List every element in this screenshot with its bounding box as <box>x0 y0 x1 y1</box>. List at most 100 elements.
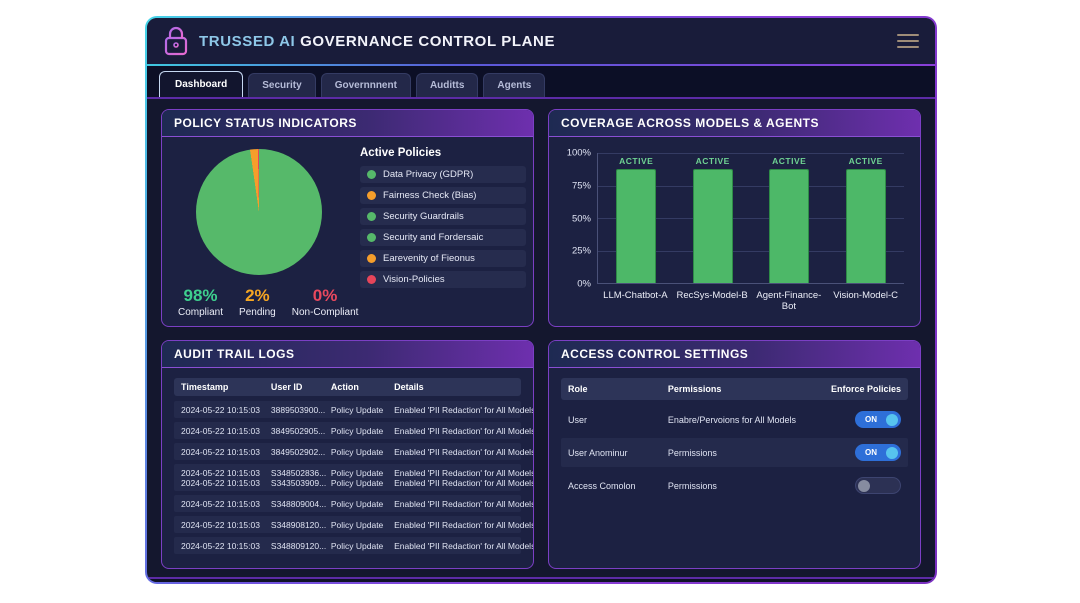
x-label: Vision-Model-C <box>833 290 898 301</box>
col-enforce-policies: Enforce Policies <box>830 384 901 394</box>
compliance-stats: 98% Compliant 2% Pending 0% Non-Complian… <box>178 286 358 318</box>
app-header: TRUSSED AI GOVERNANCE CONTROL PLANE <box>147 18 935 64</box>
toggle-0[interactable]: ON <box>854 411 901 428</box>
y-tick: 25% <box>571 245 591 257</box>
y-tick: 0% <box>577 278 591 290</box>
tab-agents[interactable]: Agents <box>483 73 546 97</box>
bar-status-label: ACTIVE <box>619 155 654 166</box>
bar-llm-chatbot-a: ACTIVE <box>606 153 666 283</box>
legend-title: Active Policies <box>360 147 442 159</box>
policy-legend: Active Policies Data Privacy (GDPR) Fair… <box>360 147 526 292</box>
legend-label: Data Privacy (GDPR) <box>383 169 474 180</box>
tab-security[interactable]: Security <box>248 73 316 97</box>
toggle-knob <box>885 413 898 426</box>
legend-label: Vision-Policies <box>383 274 445 285</box>
tab-audits[interactable]: Auditts <box>415 73 479 97</box>
y-tick: 100% <box>566 147 591 159</box>
toggle-knob <box>885 446 898 459</box>
bar-status-label: ACTIVE <box>772 155 807 166</box>
lock-icon <box>164 26 188 56</box>
stat-compliant: 98% Compliant <box>178 286 223 318</box>
legend-dot <box>367 170 376 179</box>
stat-label: Non-Compliant <box>291 307 359 318</box>
col-user-id: User ID <box>270 382 303 392</box>
stat-value: 0% <box>312 286 338 305</box>
brand-secondary: GOVERNANCE CONTROL PLANE <box>300 32 556 50</box>
x-label: Agent-Finance-Bot <box>756 290 822 312</box>
access-table-header: Role Permissions Enforce Policies <box>561 378 908 400</box>
legend-dot <box>367 191 376 200</box>
access-row-user: User Enabre/Pervoions for All Models ON <box>561 405 908 434</box>
panel-access-control: ACCESS CONTROL SETTINGS Role Permissions… <box>548 340 921 569</box>
legend-item: Security Guardrails <box>360 208 526 225</box>
table-row: 2024-05-22 10:15:03 3849502902... Policy… <box>174 443 533 460</box>
tab-government[interactable]: Governnnent <box>320 73 411 97</box>
y-tick: 75% <box>571 180 591 192</box>
table-row: 2024-05-22 10:15:03 S348809120... Policy… <box>174 537 533 554</box>
bar-fill <box>692 168 733 283</box>
table-row: 2024-05-22 10:15:03 S348908120... Policy… <box>174 516 533 533</box>
policy-pie-chart <box>196 149 322 275</box>
legend-dot <box>367 275 376 284</box>
stat-label: Compliant <box>178 307 224 318</box>
legend-label: Security and Fordersaic <box>383 232 484 243</box>
legend-dot <box>367 254 376 263</box>
col-role: Role <box>568 384 588 394</box>
legend-item: Fairness Check (Bias) <box>360 187 526 204</box>
access-row-access-comolon: Access Comolon Permissions ON <box>561 471 908 500</box>
bar-vision-model-c: ACTIVE <box>836 153 896 283</box>
bar-recsys-model-b: ACTIVE <box>683 153 743 283</box>
menu-icon[interactable] <box>897 30 919 52</box>
dashboard-content: POLICY STATUS INDICATORS Active Policies… <box>147 99 935 577</box>
tab-dashboard[interactable]: Dashboard <box>159 71 244 97</box>
audit-table: Timestamp User ID Action Details 2024-05… <box>162 368 533 568</box>
toggle-1[interactable]: ON <box>854 444 901 461</box>
access-table: Role Permissions Enforce Policies User E… <box>549 368 920 568</box>
bar-fill <box>616 168 657 283</box>
panel-coverage: COVERAGE ACROSS MODELS & AGENTS 100% 75%… <box>548 109 921 327</box>
bar-status-label: ACTIVE <box>848 155 883 166</box>
panel-access-title: ACCESS CONTROL SETTINGS <box>549 341 920 368</box>
bar-agent-finance-bot: ACTIVE <box>759 153 819 283</box>
panel-coverage-title: COVERAGE ACROSS MODELS & AGENTS <box>549 110 920 137</box>
table-row: 2024-05-22 10:15:03 S348809004... Policy… <box>174 495 533 512</box>
bar-status-label: ACTIVE <box>695 155 730 166</box>
stat-value: 98% <box>183 286 218 305</box>
table-row-double: 2024-05-22 10:15:03 S348502836... Policy… <box>174 464 533 491</box>
col-action: Action <box>330 382 359 392</box>
brand: TRUSSED AI GOVERNANCE CONTROL PLANE <box>163 26 555 56</box>
col-permissions: Permissions <box>667 384 722 394</box>
stat-pending: 2% Pending <box>239 286 276 318</box>
legend-label: Earevenity of Fieonus <box>383 253 475 264</box>
table-row: 2024-05-22 10:15:03 3889503900... Policy… <box>174 401 533 418</box>
col-details: Details <box>394 382 424 392</box>
legend-item: Earevenity of Fieonus <box>360 250 526 267</box>
audit-table-header: Timestamp User ID Action Details <box>174 378 521 396</box>
legend-label: Fairness Check (Bias) <box>383 190 477 201</box>
panel-audit-title: AUDIT TRAIL LOGS <box>162 341 533 368</box>
status-bar: System Status: All systems operational. … <box>147 577 935 582</box>
panel-audit-logs: AUDIT TRAIL LOGS Timestamp User ID Actio… <box>161 340 534 569</box>
y-tick: 50% <box>571 213 591 224</box>
bar-fill <box>845 168 886 283</box>
tab-bar: Dashboard Security Governnnent Auditts A… <box>147 66 935 99</box>
page-title: TRUSSED AI GOVERNANCE CONTROL PLANE <box>199 33 555 50</box>
x-label: RecSys-Model-B <box>676 290 748 301</box>
legend-dot <box>367 212 376 221</box>
bar-chart: ACTIVE ACTIVE ACTIVE <box>597 153 904 284</box>
header-divider <box>147 64 935 66</box>
col-timestamp: Timestamp <box>181 382 229 392</box>
app-window: TRUSSED AI GOVERNANCE CONTROL PLANE Dash… <box>145 16 937 584</box>
stat-value: 2% <box>245 286 270 305</box>
panel-policy-title: POLICY STATUS INDICATORS <box>162 110 533 137</box>
access-row-user-anominur: User Anominur Permissions ON <box>561 438 908 467</box>
brand-primary: TRUSSED AI <box>199 32 296 50</box>
stat-label: Pending <box>239 307 276 318</box>
legend-item: Vision-Policies <box>360 271 526 288</box>
table-row: 2024-05-22 10:15:03 3849502905... Policy… <box>174 422 533 439</box>
toggle-knob <box>857 479 870 492</box>
toggle-2[interactable]: ON <box>854 477 901 494</box>
legend-label: Security Guardrails <box>383 211 464 222</box>
legend-dot <box>367 233 376 242</box>
